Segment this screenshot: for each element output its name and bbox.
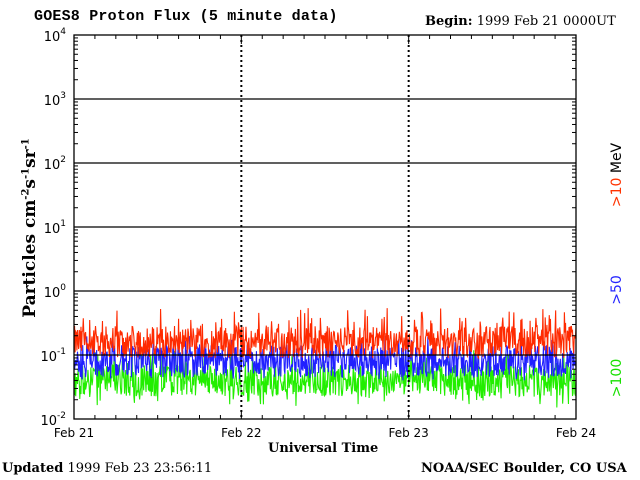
x-tick-label: Feb 22	[221, 426, 261, 440]
y-tick-label: 100	[44, 283, 67, 301]
begin-value: 1999 Feb 21 0000UT	[476, 14, 616, 29]
y-tick-label: 101	[44, 219, 66, 237]
series-line-gt50	[73, 335, 577, 381]
x-tick-label: Feb 24	[556, 426, 596, 440]
y-tick-label: 102	[44, 155, 66, 173]
begin-label: Begin:	[425, 14, 473, 29]
x-tick-label: Feb 23	[388, 426, 428, 440]
updated-label: Updated	[2, 461, 64, 476]
updated-timestamp: Updated 1999 Feb 23 23:56:11	[2, 461, 212, 476]
credit-text: NOAA/SEC Boulder, CO USA	[421, 461, 627, 476]
y-tick-label: 104	[44, 27, 67, 45]
y-tick-label: 103	[44, 91, 66, 109]
updated-value: 1999 Feb 23 23:56:11	[67, 461, 213, 476]
x-axis-label: Universal Time	[268, 441, 379, 456]
y-tick-label: 10-2	[40, 411, 66, 429]
chart-title: GOES8 Proton Flux (5 minute data)	[34, 8, 338, 25]
y-tick-label: 10-1	[40, 347, 66, 365]
x-tick-label: Feb 21	[54, 426, 94, 440]
begin-date: Begin: 1999 Feb 21 0000UT	[425, 14, 616, 29]
series-line-gt10	[73, 308, 577, 360]
